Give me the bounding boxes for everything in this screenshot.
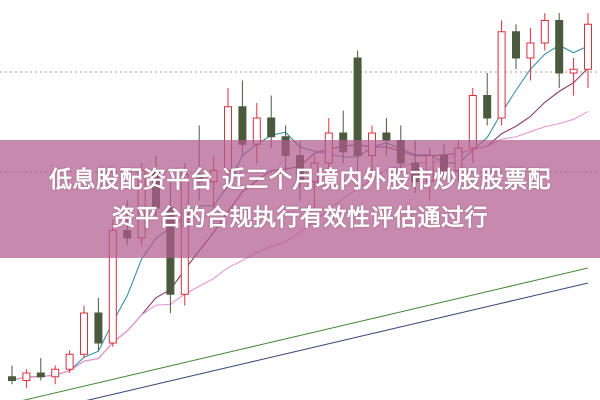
candle-up <box>569 58 578 96</box>
ma30-line <box>22 267 589 400</box>
candle-down <box>94 298 103 351</box>
candle-up <box>22 369 31 388</box>
candle-up <box>497 20 506 126</box>
candle-up <box>526 28 535 81</box>
candle-down <box>267 95 276 148</box>
candle-body <box>540 20 549 44</box>
headline-banner: 低息股配资平台 近三个月境内外股市炒股股票配 资平台的合规执行有效性评估通过行 <box>0 140 600 258</box>
candle-down <box>512 24 520 70</box>
candle-up <box>540 13 549 51</box>
candle-down <box>483 73 492 126</box>
candle-up <box>584 13 592 88</box>
candle-up <box>65 350 74 373</box>
candle-up <box>51 365 60 385</box>
headline-line-1: 低息股配资平台 近三个月境内外股市炒股股票配 <box>48 167 551 193</box>
candle-down <box>555 13 564 88</box>
candle-body <box>526 42 535 59</box>
candle-body <box>94 312 103 344</box>
candle-body <box>51 368 60 378</box>
candle-body <box>267 117 276 138</box>
candle-down <box>36 358 45 381</box>
candle-body <box>65 353 74 370</box>
candle-body <box>555 20 564 74</box>
candle-body <box>22 372 31 381</box>
candle-body <box>512 31 520 59</box>
candle-down <box>8 365 16 385</box>
candle-body <box>569 68 578 74</box>
candle-body <box>497 31 506 119</box>
candle-body <box>36 372 45 378</box>
candle-up <box>80 305 88 358</box>
candle-body <box>238 106 247 145</box>
candle-body <box>483 95 492 119</box>
candle-body <box>80 312 88 355</box>
headline-line-2: 资平台的合规执行有效性评估通过行 <box>112 205 488 231</box>
candle-body <box>8 376 16 381</box>
ma60-line <box>86 282 589 400</box>
candle-body <box>584 23 592 70</box>
